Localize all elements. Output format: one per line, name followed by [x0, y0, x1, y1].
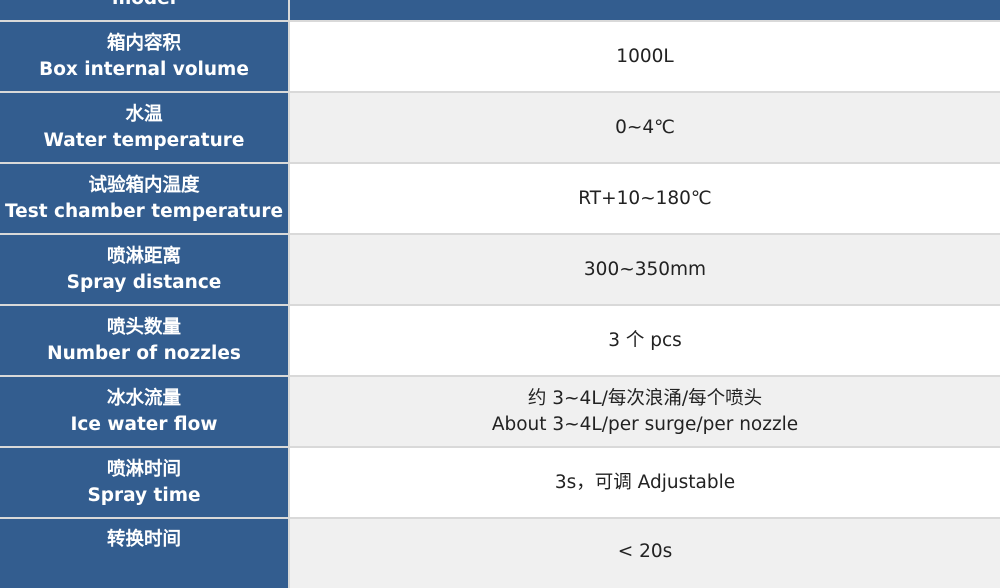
row-label-cell: 喷淋距离 Spray distance: [0, 235, 288, 304]
row-value-cell: 1000L: [290, 22, 1000, 91]
label-zh: 喷头数量: [106, 316, 181, 338]
row-value-cell: RT+10~180℃: [290, 164, 1000, 233]
label-en: Number of nozzles: [47, 342, 241, 364]
value-text: 1000L: [616, 45, 674, 67]
row-value-cell: 约 3~4L/每次浪涌/每个喷头 About 3~4L/per surge/per…: [290, 377, 1000, 446]
label-en: Water temperature: [43, 129, 245, 151]
label-zh: 箱内容积: [106, 32, 181, 54]
row-label-cell: 箱内容积 Box internal volume: [0, 22, 288, 91]
table-row: 水温 Water temperature 0~4℃: [0, 93, 1000, 162]
value-text: 3 个 pcs: [608, 329, 682, 351]
label-zh: 喷淋时间: [106, 458, 181, 480]
header-value-cell: [290, 0, 1000, 20]
table-row: 冰水流量 Ice water flow 约 3~4L/每次浪涌/每个喷头 About …: [0, 377, 1000, 446]
value-text: 0~4℃: [615, 116, 675, 138]
value-text: About 3~4L/per surge/per nozzle: [491, 413, 799, 435]
table-header-row: model: [0, 0, 1000, 20]
label-zh: 转换时间: [106, 529, 181, 550]
row-label-cell: 水温 Water temperature: [0, 93, 288, 162]
table-row: 喷头数量 Number of nozzles 3 个 pcs: [0, 306, 1000, 375]
row-label-cell: 冰水流量 Ice water flow: [0, 377, 288, 446]
table-row: 转换时间 < 20s: [0, 519, 1000, 588]
row-label-cell: 转换时间: [0, 519, 288, 588]
value-text: < 20s: [617, 541, 673, 562]
label-zh: 水温: [125, 103, 163, 125]
label-en: Spray distance: [66, 271, 222, 293]
value-text: RT+10~180℃: [578, 187, 712, 209]
row-label-cell: 喷淋时间 Spray time: [0, 448, 288, 517]
row-value-cell: 3s，可调 Adjustable: [290, 448, 1000, 517]
label-zh: 试验箱内温度: [88, 174, 200, 196]
table-row: 试验箱内温度 Test chamber temperature RT+10~180℃: [0, 164, 1000, 233]
label-en: Spray time: [87, 484, 201, 506]
row-label-cell: 试验箱内温度 Test chamber temperature: [0, 164, 288, 233]
header-label: model: [112, 0, 176, 12]
header-label-cell: model: [0, 0, 288, 20]
table-row: 喷淋时间 Spray time 3s，可调 Adjustable: [0, 448, 1000, 517]
label-zh: 喷淋距离: [106, 245, 181, 267]
label-zh: 冰水流量: [106, 387, 181, 409]
label-en: Test chamber temperature: [4, 200, 283, 222]
table-row: 喷淋距离 Spray distance 300~350mm: [0, 235, 1000, 304]
value-text: 300~350mm: [583, 258, 707, 280]
row-value-cell: 0~4℃: [290, 93, 1000, 162]
row-value-cell: 3 个 pcs: [290, 306, 1000, 375]
table-row: 箱内容积 Box internal volume 1000L: [0, 22, 1000, 91]
row-label-cell: 喷头数量 Number of nozzles: [0, 306, 288, 375]
label-en: Box internal volume: [39, 58, 249, 80]
row-value-cell: 300~350mm: [290, 235, 1000, 304]
label-en: Ice water flow: [70, 413, 218, 435]
value-text: 约 3~4L/每次浪涌/每个喷头: [527, 387, 763, 409]
value-text: 3s，可调 Adjustable: [554, 471, 736, 493]
row-value-cell: < 20s: [290, 519, 1000, 588]
